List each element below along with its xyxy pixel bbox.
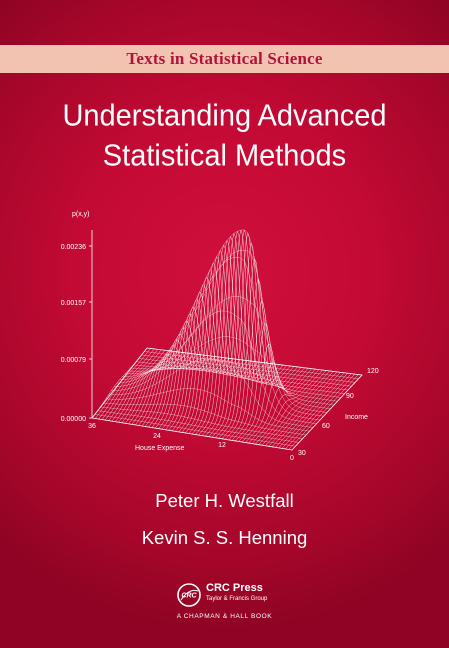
z-tick-label: 0.00079: [61, 357, 86, 364]
title-line-1: Understanding Advanced: [62, 98, 387, 133]
publisher-imprint: A CHAPMAN & HALL BOOK: [176, 613, 273, 620]
series-band: Texts in Statistical Science: [0, 45, 449, 73]
surface-grid-line: [100, 406, 303, 439]
book-title: Understanding Advanced Statistical Metho…: [0, 96, 449, 177]
surface-grid-line: [225, 257, 291, 440]
surface-grid-line: [135, 361, 349, 391]
y-tick-label: 120: [367, 368, 379, 375]
surface-grid-line: [108, 358, 314, 428]
crc-press-logo-icon: CRC: [177, 583, 201, 607]
surface-grid-line: [94, 414, 296, 447]
publisher-subtitle: Taylor & Francis Group: [206, 596, 268, 602]
surface-grid-line: [144, 351, 359, 379]
y-tick-label: 90: [346, 393, 354, 400]
x-tick-label: 24: [153, 433, 161, 440]
series-name: Texts in Statistical Science: [126, 49, 323, 68]
surface-grid-line: [98, 348, 155, 420]
surface-wireframe: [91, 229, 363, 451]
x-tick-label: 36: [88, 423, 96, 430]
logo-text: CRC: [181, 593, 197, 600]
surface-grid-line: [116, 229, 324, 417]
x-tick-label: 0: [290, 455, 294, 462]
surface-grid-line: [122, 296, 331, 409]
surface-grid-line: [102, 402, 307, 436]
surface-grid-line: [138, 358, 352, 387]
surface-grid-line: [130, 367, 342, 398]
publisher-name: CRC Press: [206, 582, 263, 594]
surface-grid-line: [141, 354, 356, 383]
surface-grid-line: [91, 417, 293, 451]
surface-grid-line: [133, 364, 345, 394]
z-tick-label: 0.00000: [61, 416, 86, 423]
surface-grid-line: [125, 336, 335, 406]
surface-grid-line: [105, 388, 310, 432]
z-tick-label: 0.00236: [61, 244, 86, 251]
surface-grid-line: [146, 347, 363, 376]
surface-grid-line: [111, 310, 317, 424]
x-axis-label: House Expense: [135, 445, 185, 452]
surface-grid-line: [127, 359, 338, 402]
y-axis-label: Income: [345, 414, 368, 421]
y-tick-label: 60: [322, 423, 330, 430]
z-tick-label: 0.00157: [61, 300, 86, 307]
z-axis-label: p(x,y): [72, 211, 90, 218]
x-tick-label: 12: [218, 442, 226, 449]
surface-grid-line: [97, 410, 300, 443]
author-name: Kevin S. S. Henning: [141, 527, 308, 548]
y-tick-label: 30: [298, 450, 306, 457]
surface-grid-line: [238, 343, 305, 442]
surface-grid-line: [113, 257, 321, 421]
author-name: Peter H. Westfall: [155, 490, 294, 511]
title-line-2: Statistical Methods: [102, 139, 347, 174]
